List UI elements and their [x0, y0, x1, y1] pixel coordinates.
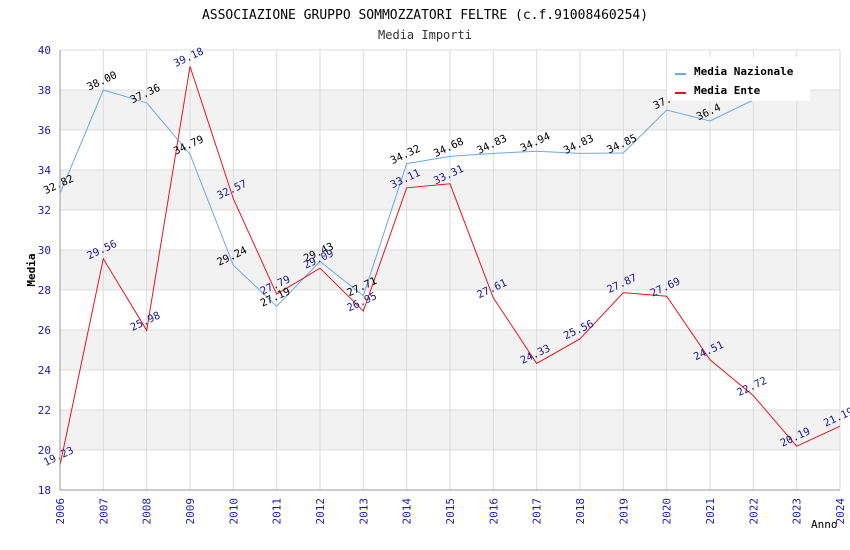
chart-title: ASSOCIAZIONE GRUPPO SOMMOZZATORI FELTRE …	[202, 8, 648, 23]
x-tick-label: 2014	[401, 498, 414, 525]
x-tick-label: 2019	[617, 498, 630, 525]
series-lines	[59, 66, 841, 466]
series-line-nazionale	[59, 89, 754, 307]
x-axis-ticks: 2006 2007 2008 2009 2010 2011 2012 2013 2014 2015…	[54, 498, 847, 525]
y-tick-label: 30	[38, 244, 51, 257]
y-tick-label: 18	[38, 484, 51, 497]
legend-label: Media Ente	[694, 84, 761, 97]
y-tick-label: 40	[38, 44, 51, 57]
x-tick-label: 2015	[444, 498, 457, 525]
x-tick-label: 2009	[184, 498, 197, 525]
y-tick-label: 32	[38, 204, 51, 217]
x-tick-label: 2012	[314, 498, 327, 525]
x-tick-label: 2024	[834, 498, 847, 525]
x-tick-label: 2021	[704, 498, 717, 525]
gridlines	[59, 49, 841, 491]
x-tick-label: 2006	[54, 498, 67, 525]
data-label: 34.79	[172, 133, 206, 157]
x-axis-label: Anno	[811, 518, 838, 531]
x-tick-label: 2020	[661, 498, 674, 525]
y-tick-label: 26	[38, 324, 51, 337]
chart-subtitle: Media Importi	[378, 28, 472, 42]
legend-label: Media Nazionale	[694, 65, 794, 78]
legend-box	[667, 57, 810, 101]
x-tick-label: 2013	[357, 498, 370, 525]
y-axis-label: Media	[25, 253, 38, 286]
x-tick-label: 2023	[791, 498, 804, 525]
data-label: 22.72	[735, 375, 769, 399]
y-tick-label: 34	[38, 164, 52, 177]
x-tick-label: 2016	[487, 498, 500, 525]
y-axis-ticks: 18 20 22 24 26 28 30 32 34 36 38 40	[38, 44, 52, 497]
y-tick-label: 20	[38, 444, 51, 457]
x-tick-label: 2008	[141, 498, 154, 525]
data-label: 34.32	[389, 143, 423, 167]
x-tick-label: 2011	[271, 498, 284, 525]
y-tick-label: 28	[38, 284, 51, 297]
x-tick-label: 2022	[747, 498, 760, 525]
series-line-ente	[59, 66, 841, 466]
x-tick-label: 2007	[97, 498, 110, 525]
y-tick-label: 36	[38, 124, 51, 137]
y-tick-label: 22	[38, 404, 51, 417]
y-tick-label: 38	[38, 84, 51, 97]
x-tick-label: 2010	[227, 498, 240, 525]
data-label: 39.18	[172, 46, 206, 70]
x-tick-label: 2018	[574, 498, 587, 525]
y-tick-label: 24	[38, 364, 52, 377]
legend: Media Nazionale Media Ente	[667, 57, 810, 101]
x-tick-label: 2017	[531, 498, 544, 525]
